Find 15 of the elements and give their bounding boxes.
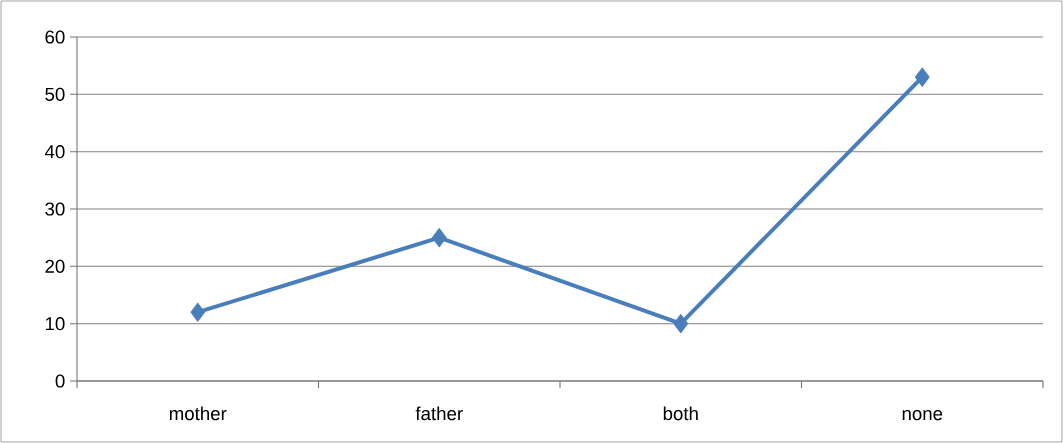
x-tick-label: both [663, 406, 698, 421]
x-tick-label: father [415, 406, 463, 421]
point [431, 228, 447, 248]
y-tick-label: 30 [45, 202, 65, 216]
y-tick-label: 60 [45, 30, 65, 44]
x-tick-label: mother [169, 406, 227, 421]
y-tick-label: 40 [44, 145, 65, 159]
y-tick-label: 50 [45, 87, 65, 101]
x-tick-label: none [902, 409, 943, 421]
y-tick-label: 0 [55, 374, 65, 388]
point [190, 302, 206, 322]
y-tick-label: 10 [45, 317, 65, 331]
y-tick-label: 20 [45, 259, 65, 273]
point [914, 67, 930, 87]
point [673, 314, 689, 334]
